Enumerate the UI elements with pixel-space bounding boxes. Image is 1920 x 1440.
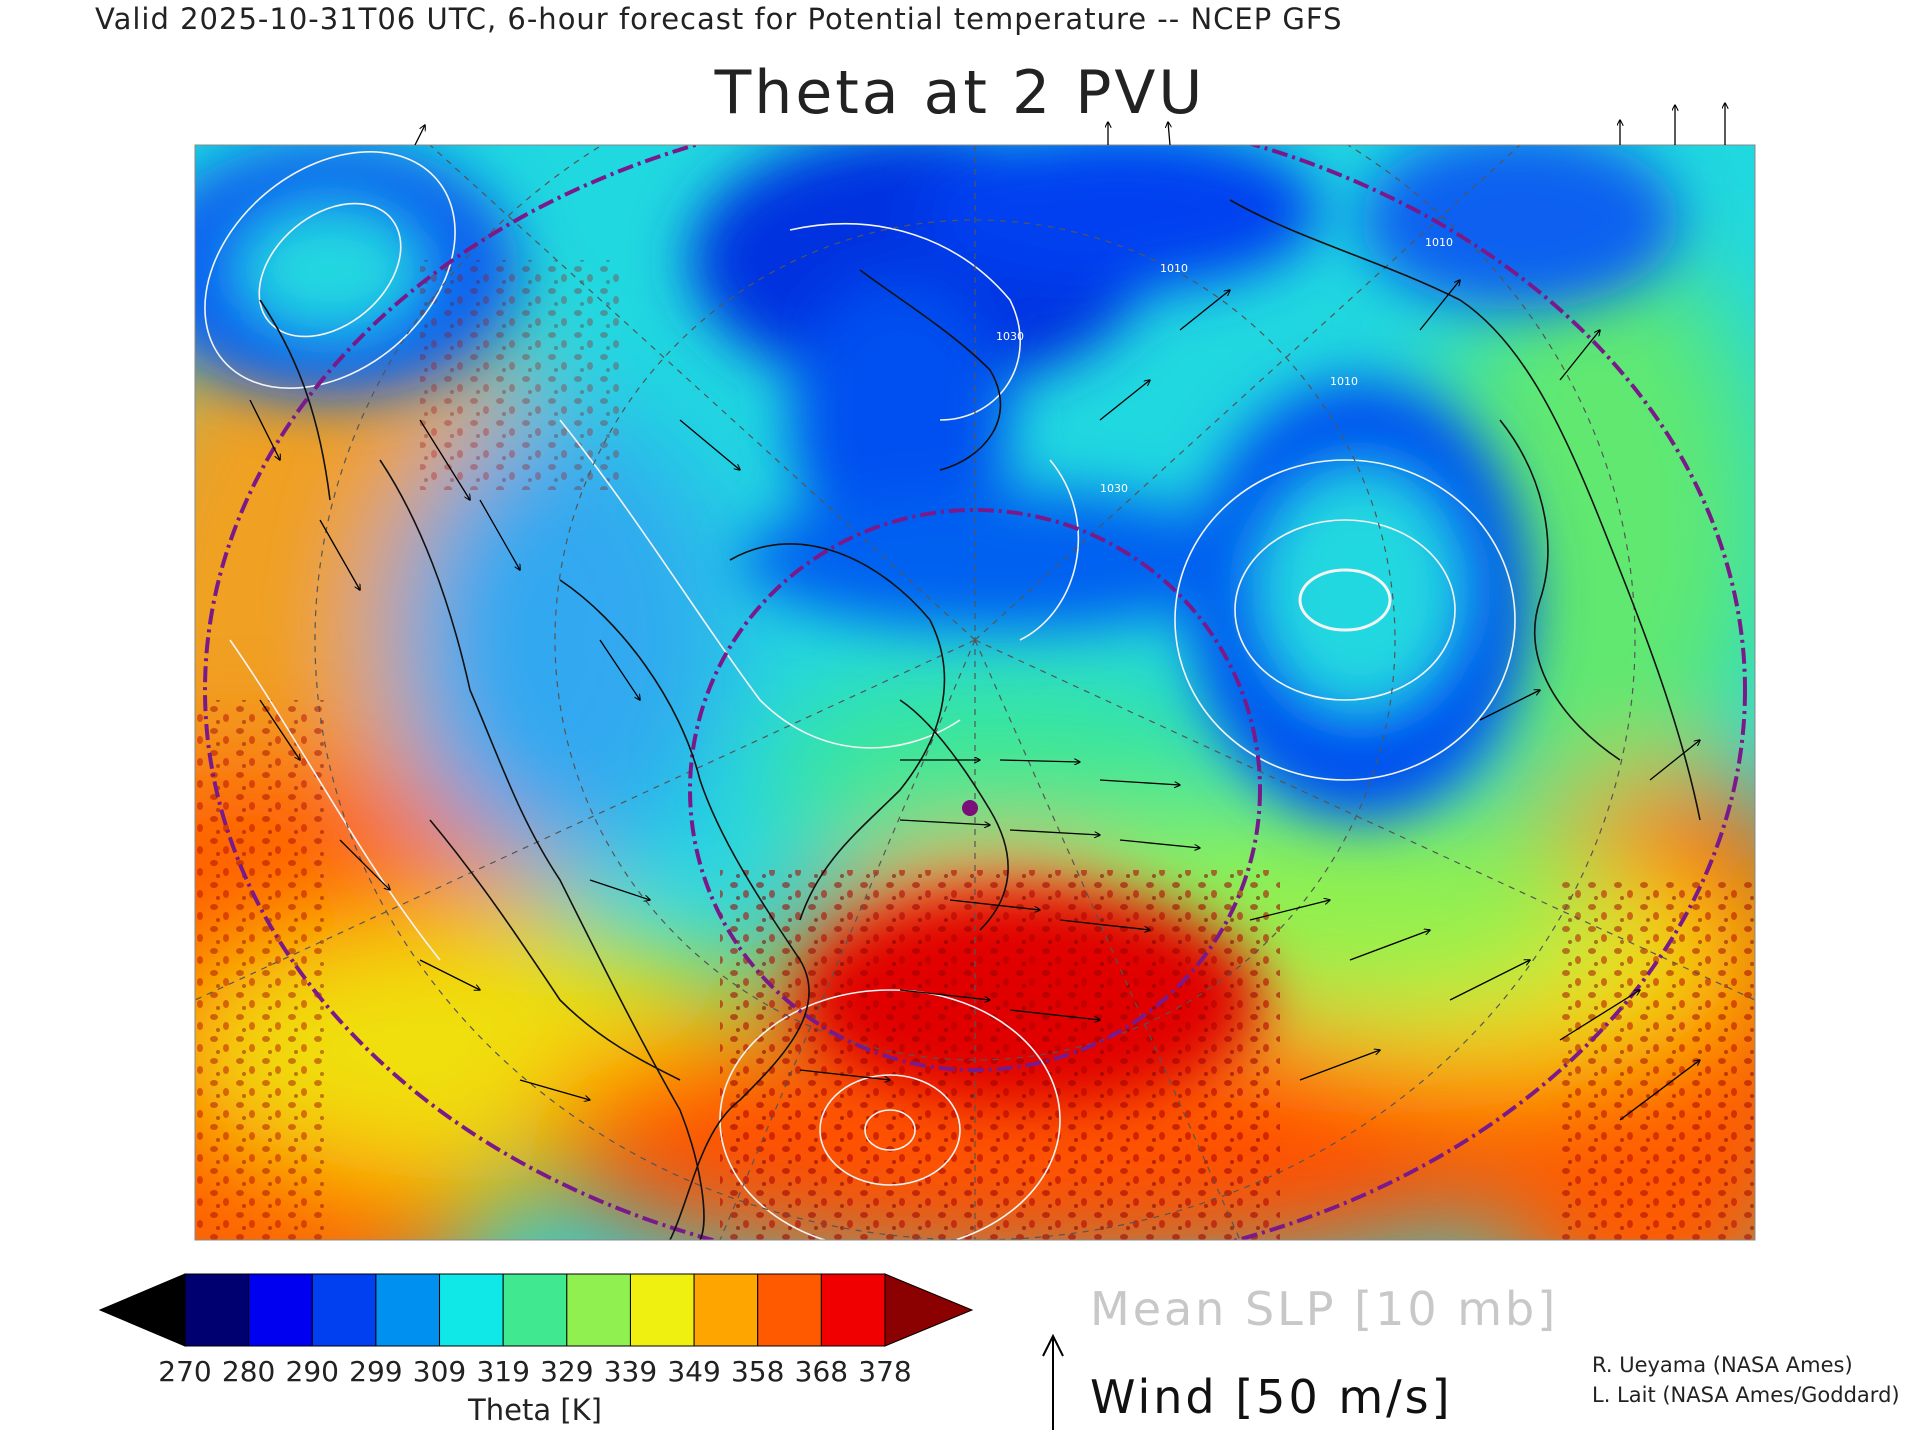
wind-legend-label: Wind [50 m/s] <box>1090 1370 1453 1424</box>
colorbar-swatch <box>375 1273 441 1347</box>
credit-line-2: L. Lait (NASA Ames/Goddard) <box>1592 1383 1900 1407</box>
colorbar-tick-label: 339 <box>603 1355 658 1388</box>
colorbar-title: Theta [K] <box>468 1393 602 1427</box>
colorbar-tick-label: 309 <box>412 1355 467 1388</box>
coastlines <box>259 199 1701 1240</box>
colorbar-swatch <box>311 1273 377 1347</box>
svg-text:1010: 1010 <box>1330 375 1358 388</box>
colorbar-swatch <box>757 1273 822 1347</box>
colorbar-tick-label: 358 <box>730 1355 785 1388</box>
colorbar-under-triangle <box>98 1273 186 1347</box>
reference-point-marker <box>962 800 978 816</box>
colorbar-swatch <box>248 1273 313 1347</box>
credit-line-1: R. Ueyama (NASA Ames) <box>1592 1353 1853 1377</box>
colorbar-swatch <box>693 1273 759 1347</box>
wind-legend-arrowhead <box>1042 1333 1064 1357</box>
colorbar-tick-label: 290 <box>285 1355 339 1388</box>
valid-time-header: Valid 2025-10-31T06 UTC, 6-hour forecast… <box>95 2 1343 36</box>
wind-vectors <box>249 280 1700 1121</box>
colorbar-tick-label: 368 <box>794 1355 849 1388</box>
colorbar-tick-label: 280 <box>221 1355 276 1388</box>
plot-title: Theta at 2 PVU <box>714 58 1206 128</box>
colorbar-over-triangle <box>884 1273 974 1347</box>
svg-text:1030: 1030 <box>996 330 1024 343</box>
colorbar-swatch <box>184 1273 250 1347</box>
reference-circles <box>203 145 1747 1240</box>
colorbar-swatch <box>629 1273 695 1347</box>
colorbar-swatch <box>439 1273 504 1347</box>
svg-text:1030: 1030 <box>1100 482 1128 495</box>
colorbar-tick-label: 319 <box>476 1355 530 1388</box>
graticule <box>195 145 1755 1240</box>
colorbar-swatch <box>566 1273 631 1347</box>
colorbar-tick-label: 270 <box>158 1355 212 1388</box>
colorbar-tick-label: 349 <box>667 1355 721 1388</box>
slp-legend-label: Mean SLP [10 mb] <box>1090 1282 1559 1336</box>
svg-text:1010: 1010 <box>1425 236 1453 249</box>
colorbar-tick-label: 378 <box>858 1355 912 1388</box>
map-frame <box>194 144 1756 1241</box>
svg-text:1010: 1010 <box>1160 262 1188 275</box>
wind-vectors-margin <box>414 103 1725 146</box>
colorbar-swatch <box>820 1273 886 1347</box>
colorbar-tick-label: 299 <box>349 1355 403 1388</box>
colorbar-tick-label: 329 <box>540 1355 594 1388</box>
contour-labels: 1010 1010 1030 1030 1010 <box>996 236 1453 495</box>
theta-field: 1010 1010 1030 1030 1010 <box>195 145 1755 1240</box>
theta-colorbar <box>98 1273 974 1347</box>
colorbar-swatch <box>502 1273 568 1347</box>
